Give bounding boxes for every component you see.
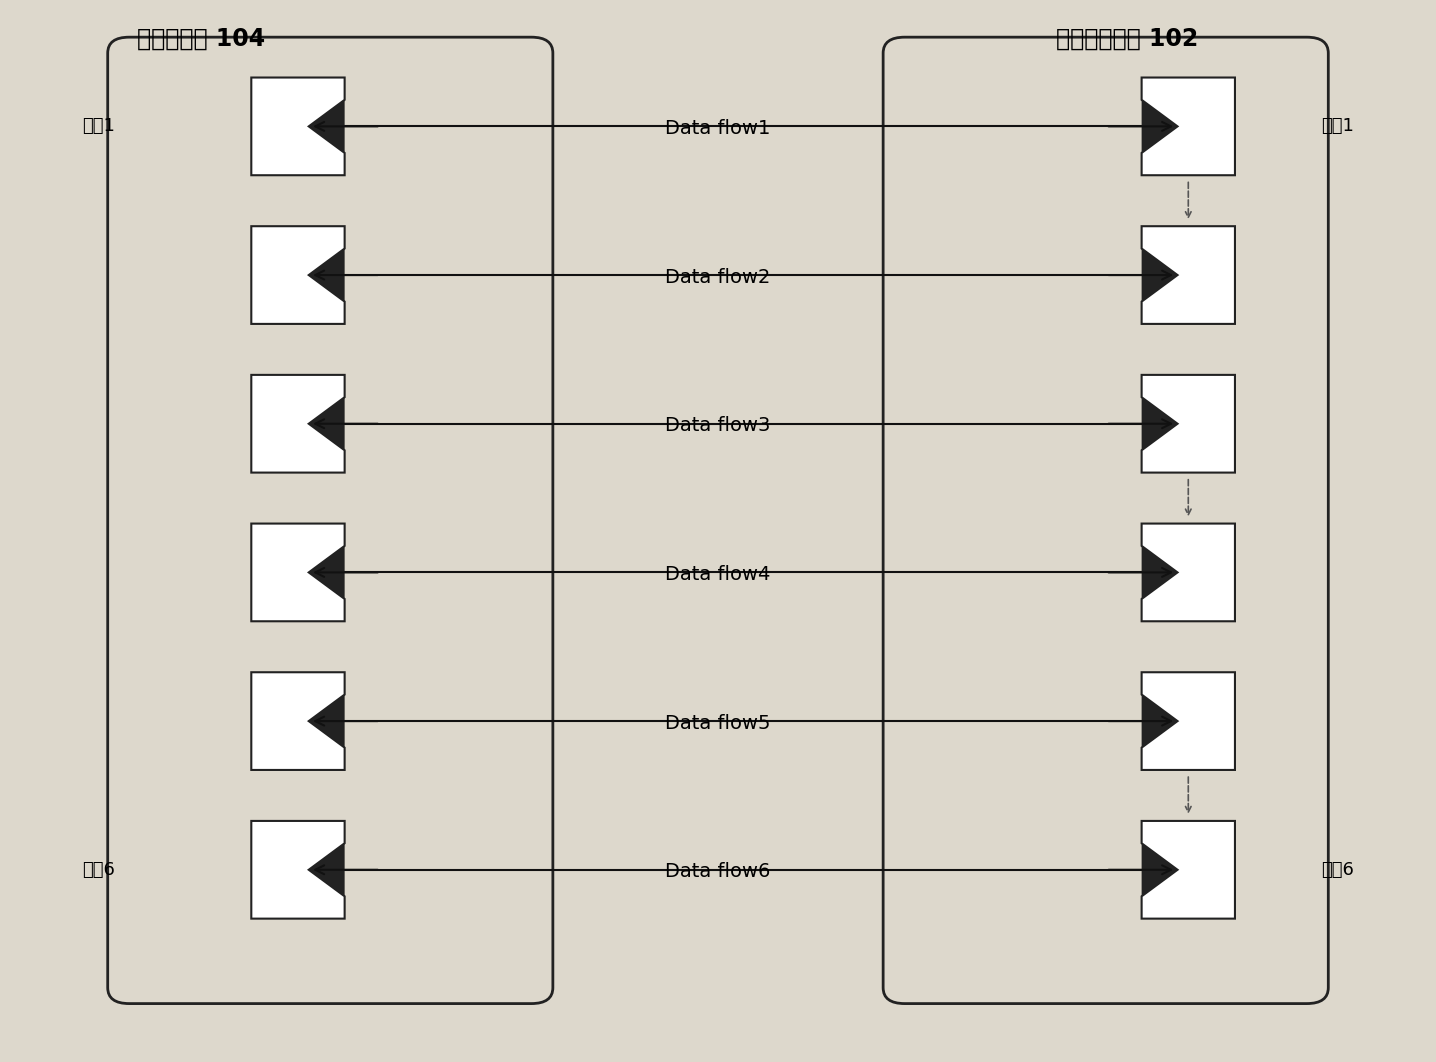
Text: Data flow4: Data flow4 [665, 565, 771, 584]
FancyBboxPatch shape [108, 37, 553, 1004]
Text: Data flow5: Data flow5 [665, 714, 771, 733]
Polygon shape [1142, 672, 1235, 770]
Polygon shape [1142, 397, 1178, 450]
Polygon shape [1142, 100, 1178, 153]
Polygon shape [251, 226, 345, 324]
Polygon shape [1142, 249, 1178, 302]
Polygon shape [251, 78, 345, 175]
Polygon shape [1142, 843, 1178, 896]
Polygon shape [309, 100, 345, 153]
Polygon shape [1142, 375, 1235, 473]
Polygon shape [1142, 695, 1178, 748]
Text: 端口1: 端口1 [82, 118, 115, 135]
Polygon shape [251, 821, 345, 919]
Text: Data flow3: Data flow3 [665, 416, 771, 435]
Text: 端口6: 端口6 [1321, 861, 1354, 878]
Polygon shape [309, 546, 345, 599]
Polygon shape [251, 375, 345, 473]
FancyBboxPatch shape [883, 37, 1328, 1004]
Polygon shape [1142, 821, 1235, 919]
Text: 网络测试仪 104: 网络测试仪 104 [136, 27, 266, 51]
Text: Data flow2: Data flow2 [665, 268, 771, 287]
Text: 端口1: 端口1 [1321, 118, 1354, 135]
Polygon shape [251, 672, 345, 770]
Text: 以太网交换机 102: 以太网交换机 102 [1055, 27, 1199, 51]
Polygon shape [309, 843, 345, 896]
Text: Data flow6: Data flow6 [665, 862, 771, 881]
Polygon shape [1142, 226, 1235, 324]
Text: 端口6: 端口6 [82, 861, 115, 878]
Polygon shape [251, 524, 345, 621]
Polygon shape [1142, 546, 1178, 599]
Text: Data flow1: Data flow1 [665, 119, 771, 138]
Polygon shape [309, 695, 345, 748]
Polygon shape [309, 397, 345, 450]
Polygon shape [1142, 524, 1235, 621]
Polygon shape [1142, 78, 1235, 175]
Polygon shape [309, 249, 345, 302]
